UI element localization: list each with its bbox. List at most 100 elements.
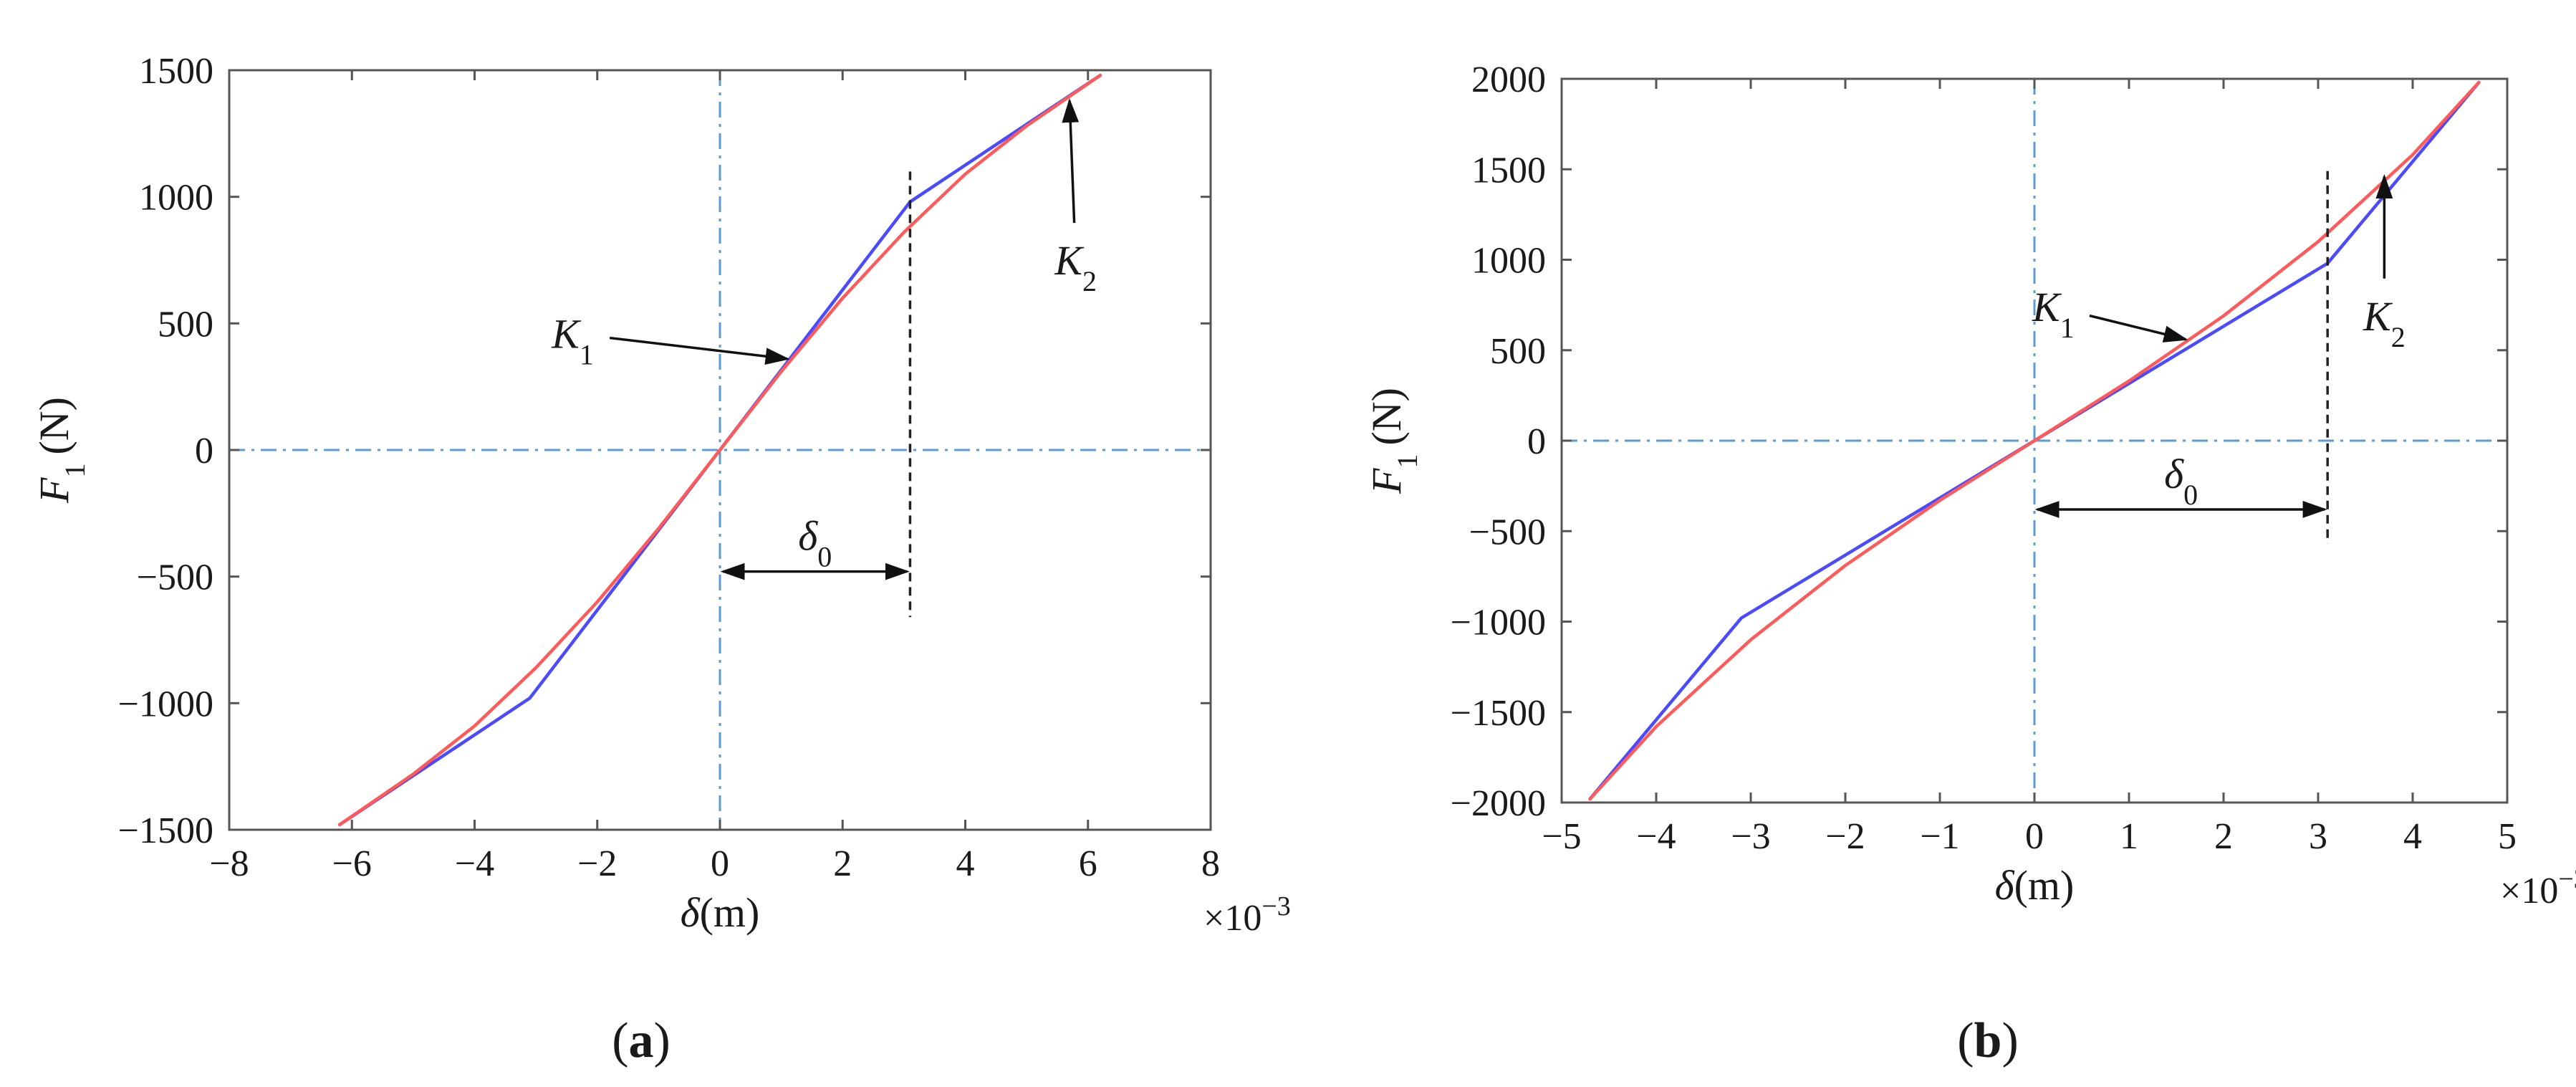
k1-symbol: K: [551, 310, 582, 357]
x-axis-multiplier: ×10−3: [1203, 891, 1291, 939]
x-tick-label: 6: [1079, 843, 1097, 884]
y-axis-subscript: 1: [59, 464, 91, 478]
x-tick-label: −2: [577, 843, 617, 884]
x-tick-label: 1: [2120, 816, 2138, 857]
annotation-arrow-k1: [609, 336, 790, 365]
series-line-smooth: [1588, 80, 2481, 801]
y-tick-label: −1000: [1451, 603, 1546, 643]
x-axis-symbol: δ: [681, 889, 701, 936]
x-tick-label: 2: [2214, 816, 2233, 857]
annotation-k2-label: K2: [2363, 293, 2406, 353]
chart-panel-a: −8 −6 −4 −2 0 2 4 6 8 −1500 −1000 −500 0 500 1000 1500…: [31, 51, 1291, 1068]
series-line-smooth: [337, 73, 1102, 827]
x-tick-label: −2: [1825, 816, 1865, 857]
delta0-symbol: δ: [2164, 451, 2184, 497]
delta0-indicator: [2034, 171, 2329, 544]
y-axis-subscript: 1: [1391, 454, 1423, 469]
caption-close: ): [654, 1013, 671, 1068]
y-tick-label: 2000: [1471, 59, 1546, 100]
x-tick-label: 2: [833, 843, 852, 884]
k2-symbol: K: [2363, 293, 2393, 340]
x-tick-label: −3: [1731, 816, 1770, 857]
y-tick-label: 0: [195, 431, 213, 471]
x-tick-label: −4: [1636, 816, 1676, 857]
x-tick-label: −8: [209, 843, 249, 884]
multiplier-exponent: −3: [2558, 864, 2576, 894]
delta0-symbol: δ: [798, 513, 818, 560]
x-axis-label: δ(m): [681, 889, 760, 936]
k1-subscript: 1: [2060, 312, 2075, 344]
x-tick-label: −6: [332, 843, 372, 884]
y-axis-label: F1 (N): [31, 397, 91, 504]
x-axis-multiplier: ×10−3: [2500, 864, 2576, 911]
k2-subscript: 2: [1082, 265, 1097, 297]
k1-subscript: 1: [580, 338, 594, 370]
x-axis-symbol: δ: [1995, 862, 2015, 909]
x-axis-unit: (m): [700, 889, 760, 936]
y-tick-label: −1000: [118, 684, 213, 724]
y-tick-label: −500: [137, 557, 213, 598]
x-tick-label: 3: [2309, 816, 2327, 857]
x-tick-label: −4: [455, 843, 494, 884]
y-axis-ticks: −1500 −1000 −500 0 500 1000 1500: [118, 51, 1211, 851]
y-tick-label: −500: [1469, 512, 1546, 552]
y-tick-label: 1000: [1471, 241, 1546, 282]
y-tick-label: 1500: [1471, 150, 1546, 191]
x-tick-label: −5: [1542, 816, 1581, 857]
x-axis-ticks: −5 −4 −3 −2 −1 0 1 2 3 4 5: [1542, 79, 2517, 857]
y-axis-ticks: −2000 −1500 −1000 −500 0 500 1000 1500 2000: [1451, 59, 2507, 824]
annotation-arrow-k1: [2089, 314, 2188, 343]
y-tick-label: 500: [158, 304, 213, 345]
x-axis-unit: (m): [2014, 862, 2075, 909]
y-axis-unit: (N): [31, 397, 77, 455]
panel-caption: (b): [1957, 1013, 2019, 1068]
annotations: [2089, 173, 2393, 343]
x-tick-label: 0: [711, 843, 729, 884]
x-tick-label: 4: [956, 843, 975, 884]
k2-symbol: K: [1054, 237, 1085, 284]
annotation-k1-label: K1: [551, 310, 594, 370]
chart-panel-b: −5 −4 −3 −2 −1 0 1 2 3 4 5 −2000 −1500 −1000 −500 0 500…: [1363, 59, 2576, 1068]
series-group: [1588, 80, 2481, 801]
k1-symbol: K: [2032, 284, 2062, 330]
k2-subscript: 2: [2391, 320, 2406, 353]
annotation-k2-label: K2: [1054, 237, 1097, 297]
y-tick-label: 1000: [139, 178, 213, 219]
caption-close: ): [2001, 1013, 2018, 1068]
annotation-k1-label: K1: [2032, 284, 2075, 344]
y-axis-label: F1 (N): [1363, 388, 1423, 494]
x-tick-label: 8: [1201, 843, 1220, 884]
y-tick-label: 500: [1490, 331, 1546, 372]
annotation-arrow-k2: [1062, 98, 1080, 224]
panel-caption: (a): [612, 1013, 671, 1068]
caption-letter: b: [1974, 1013, 2002, 1068]
delta0-subscript: 0: [817, 540, 832, 573]
y-tick-label: −1500: [118, 810, 213, 851]
x-tick-label: 0: [2025, 816, 2044, 857]
y-tick-label: −1500: [1451, 693, 1546, 734]
delta0-label: δ0: [798, 513, 832, 573]
y-tick-label: −2000: [1451, 783, 1546, 824]
caption-letter: a: [629, 1013, 654, 1068]
x-tick-label: 5: [2498, 816, 2517, 857]
delta0-label: δ0: [2164, 451, 2198, 511]
caption-open: (: [612, 1013, 628, 1068]
multiplier-base: ×10: [2500, 871, 2558, 911]
y-axis-unit: (N): [1363, 388, 1410, 446]
y-tick-label: 1500: [139, 51, 213, 92]
annotations: [609, 98, 1080, 365]
x-axis-ticks: −8 −6 −4 −2 0 2 4 6 8: [209, 70, 1220, 884]
y-tick-label: 0: [1527, 421, 1546, 462]
caption-open: (: [1957, 1013, 1974, 1068]
y-axis-symbol: F: [31, 477, 77, 504]
multiplier-base: ×10: [1203, 898, 1261, 939]
y-axis-symbol: F: [1363, 468, 1410, 494]
multiplier-exponent: −3: [1261, 891, 1290, 921]
delta0-indicator: [720, 171, 912, 618]
series-group: [337, 73, 1102, 827]
x-tick-label: 4: [2403, 816, 2422, 857]
x-axis-label: δ(m): [1995, 862, 2075, 909]
delta0-subscript: 0: [2183, 478, 2198, 510]
x-tick-label: −1: [1920, 816, 1959, 857]
